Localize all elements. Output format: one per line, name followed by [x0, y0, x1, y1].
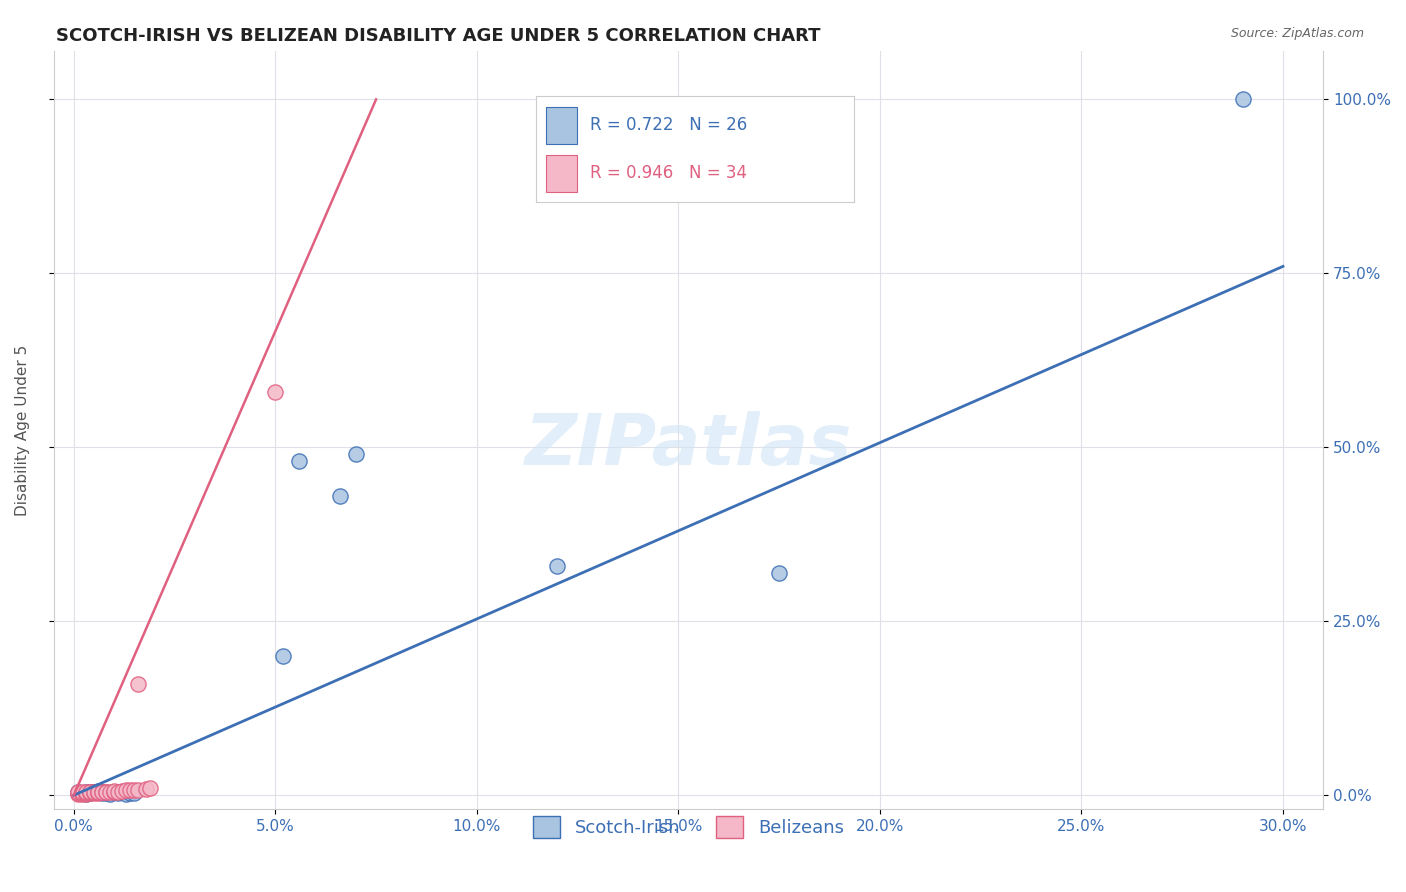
Point — [107, 785, 129, 799]
Point — [87, 786, 110, 800]
Point — [264, 384, 287, 399]
Text: SCOTCH-IRISH VS BELIZEAN DISABILITY AGE UNDER 5 CORRELATION CHART: SCOTCH-IRISH VS BELIZEAN DISABILITY AGE … — [56, 27, 821, 45]
Y-axis label: Disability Age Under 5: Disability Age Under 5 — [15, 344, 30, 516]
Point — [79, 785, 101, 799]
Legend: Scotch-Irish, Belizeans: Scotch-Irish, Belizeans — [526, 809, 851, 846]
Point — [115, 783, 138, 797]
Point — [70, 786, 93, 800]
Point — [66, 786, 89, 800]
Point — [103, 785, 125, 799]
Point — [91, 785, 114, 799]
Point — [98, 785, 121, 799]
Point — [70, 785, 93, 799]
Point — [79, 786, 101, 800]
Point — [139, 781, 162, 796]
Point — [768, 566, 790, 580]
Point — [83, 785, 105, 799]
Point — [107, 786, 129, 800]
Point — [83, 786, 105, 800]
Point — [70, 786, 93, 800]
Point — [87, 784, 110, 798]
Point — [75, 785, 97, 799]
Point — [98, 787, 121, 801]
Point — [111, 784, 134, 798]
Point — [79, 786, 101, 800]
Point — [103, 784, 125, 798]
Point — [120, 786, 142, 800]
Point — [66, 785, 89, 799]
Point — [135, 781, 157, 796]
Point — [94, 786, 117, 800]
Point — [66, 785, 89, 799]
Text: ZIPatlas: ZIPatlas — [524, 410, 852, 480]
Point — [273, 648, 295, 663]
Point — [87, 785, 110, 799]
Point — [91, 786, 114, 800]
Point — [70, 786, 93, 800]
Point — [546, 558, 568, 573]
Point — [344, 447, 367, 461]
Point — [91, 785, 114, 799]
Point — [103, 785, 125, 799]
Point — [122, 786, 145, 800]
Point — [91, 785, 114, 799]
Point — [111, 785, 134, 799]
Point — [288, 454, 311, 468]
Point — [79, 785, 101, 799]
Point — [79, 785, 101, 799]
Point — [122, 783, 145, 797]
Point — [70, 787, 93, 801]
Point — [87, 785, 110, 799]
Point — [120, 782, 142, 797]
Point — [329, 489, 352, 503]
Point — [115, 787, 138, 801]
Point — [75, 787, 97, 801]
Text: Source: ZipAtlas.com: Source: ZipAtlas.com — [1230, 27, 1364, 40]
Point — [83, 785, 105, 799]
Point — [127, 782, 149, 797]
Point — [1232, 92, 1254, 106]
Point — [75, 786, 97, 800]
Point — [83, 785, 105, 799]
Point — [75, 785, 97, 799]
Point — [94, 785, 117, 799]
Point — [127, 677, 149, 691]
Point — [94, 785, 117, 799]
Point — [75, 787, 97, 801]
Point — [66, 787, 89, 801]
